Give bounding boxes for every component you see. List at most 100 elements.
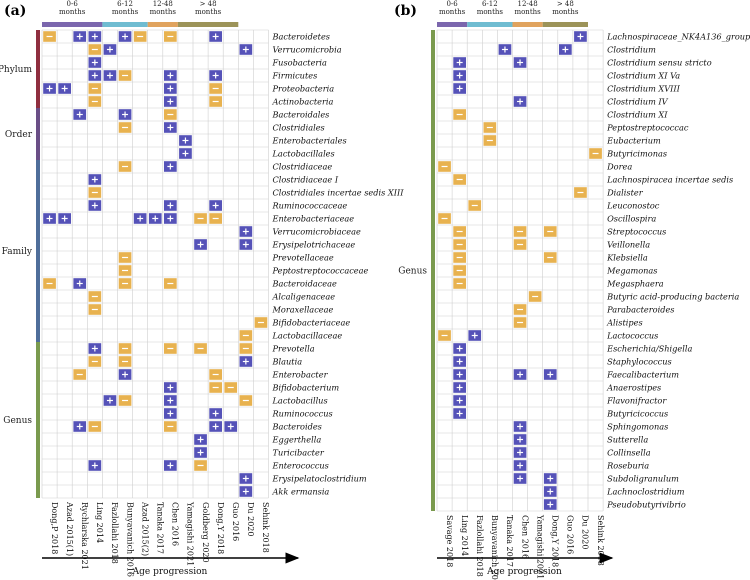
decrease-cell — [164, 109, 177, 120]
panel-a-label: (a) — [4, 3, 26, 19]
increase-cell — [88, 57, 102, 68]
increase-cell — [574, 31, 587, 42]
taxon-label: Bacteroidetes — [272, 31, 331, 41]
age-group-bar — [42, 22, 103, 27]
increase-cell — [103, 70, 117, 81]
taxon-label: Parabacteroides — [606, 304, 674, 314]
decrease-cell — [88, 187, 102, 198]
taxon-label: Clostridium XVIII — [607, 83, 681, 93]
heatmap-grid — [436, 29, 604, 512]
decrease-cell — [513, 304, 527, 315]
decrease-cell — [254, 317, 268, 328]
decrease-cell — [438, 161, 451, 172]
increase-cell — [164, 96, 177, 107]
taxon-label: Actinobacteria — [272, 96, 334, 106]
decrease-cell — [209, 213, 222, 224]
taxon-label: Lactobacillus — [272, 395, 328, 405]
decrease-cell — [574, 187, 587, 198]
decrease-cell — [209, 382, 222, 393]
decrease-cell — [194, 343, 207, 354]
taxon-label: Butyric acid-producing bacteria — [606, 291, 739, 301]
taxon-label: Fusobacteria — [272, 57, 327, 67]
decrease-cell — [513, 239, 527, 250]
taxon-label: Flavonifractor — [606, 395, 667, 405]
increase-cell — [453, 70, 466, 81]
increase-cell — [453, 369, 466, 380]
taxon-label: Prevotellaceae — [272, 252, 334, 262]
age-group-label: 6-12 — [482, 0, 498, 8]
age-group-bar — [542, 22, 588, 27]
row-group-label: Family — [2, 247, 33, 257]
taxon-label: Lactococcus — [606, 330, 658, 340]
decrease-cell — [543, 252, 557, 263]
study-label: Guo 2016 — [231, 502, 240, 541]
taxon-label: Verrucomicrobia — [273, 44, 342, 54]
study-label: Azad 2015(1) — [65, 501, 74, 556]
age-group-label: months — [112, 8, 139, 16]
taxon-label: Clostridium XI — [607, 109, 668, 119]
taxon-label: Erysipelotrichaceae — [272, 239, 356, 249]
taxon-label: Lactobacillales — [272, 148, 335, 158]
decrease-cell — [483, 135, 497, 146]
decrease-cell — [118, 265, 132, 276]
taxon-label: Peptostreptococcac — [606, 122, 689, 132]
taxon-label: Lactobacillaceae — [272, 330, 343, 340]
row-group-label: Genus — [3, 416, 32, 426]
increase-cell — [453, 57, 466, 68]
taxon-label: Collinsella — [607, 447, 651, 457]
increase-cell — [179, 148, 192, 159]
increase-cell — [239, 486, 253, 497]
decrease-cell — [43, 278, 56, 289]
increase-cell — [468, 330, 482, 341]
taxon-label: Roseburia — [606, 460, 649, 470]
taxon-label: Clostridiaceae — [273, 161, 333, 171]
study-label: Savage 2018 — [445, 515, 454, 567]
taxon-label: Blautia — [272, 356, 303, 366]
study-label: Yamagishi 2021 — [535, 514, 544, 579]
increase-cell — [239, 44, 253, 55]
taxon-label: Alcaligenaceae — [272, 291, 336, 301]
study-label: Goldberg 2020 — [201, 502, 210, 563]
taxon-label: Clostridium IV — [607, 96, 669, 106]
decrease-cell — [118, 122, 132, 133]
increase-cell — [543, 486, 557, 497]
increase-cell — [73, 421, 87, 432]
increase-cell — [513, 57, 527, 68]
decrease-cell — [209, 96, 222, 107]
row-group-label: Order — [5, 130, 33, 140]
taxon-label: Klebsiella — [606, 252, 648, 262]
decrease-cell — [483, 122, 497, 133]
decrease-cell — [164, 278, 177, 289]
increase-cell — [194, 239, 207, 250]
increase-cell — [164, 395, 177, 406]
study-label: Bunyavanich 2016 — [490, 515, 499, 580]
decrease-cell — [88, 96, 102, 107]
increase-cell — [118, 369, 132, 380]
increase-cell — [88, 31, 102, 42]
decrease-cell — [73, 369, 87, 380]
increase-cell — [73, 278, 87, 289]
increase-cell — [209, 31, 222, 42]
decrease-cell — [164, 343, 177, 354]
increase-cell — [543, 499, 557, 510]
study-label: Azad 2015(2) — [140, 501, 149, 556]
age-group-label: 6-12 — [117, 0, 133, 8]
decrease-cell — [88, 421, 102, 432]
taxon-label: Eubacterium — [606, 135, 661, 145]
row-group-bar — [36, 30, 40, 108]
study-label: Sehink 2018 — [261, 502, 270, 553]
study-label: Fazlollahi 2018 — [475, 515, 484, 577]
decrease-cell — [224, 382, 238, 393]
taxon-label: Staphylococcus — [607, 356, 672, 366]
increase-cell — [453, 343, 466, 354]
taxon-label: Verrucomicrobiaceae — [273, 226, 361, 236]
increase-cell — [164, 122, 177, 133]
taxon-label: Bifidobacteriaceae — [272, 317, 351, 327]
taxon-label: Leuconostoc — [606, 200, 660, 210]
increase-cell — [118, 109, 132, 120]
increase-cell — [43, 213, 56, 224]
row-group-bar — [36, 342, 40, 498]
taxon-label: Ruminococcus — [272, 408, 333, 418]
study-label: Fazlollahi 2018 — [110, 502, 119, 564]
